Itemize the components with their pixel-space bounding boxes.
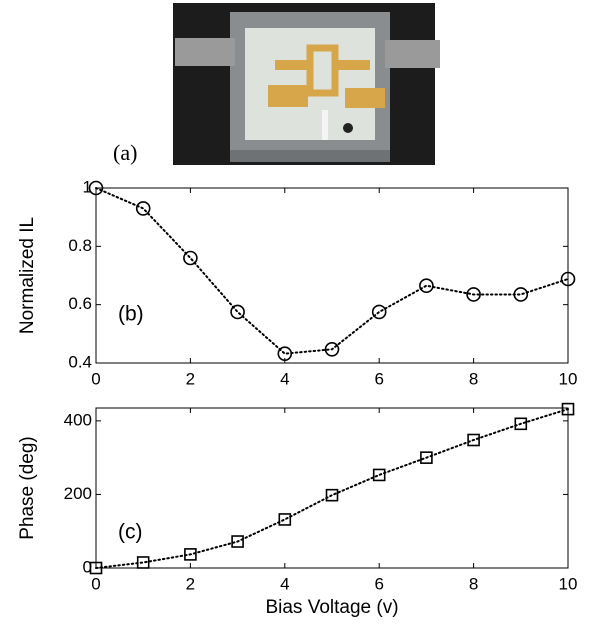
x-tick-label: 2: [186, 369, 195, 388]
x-axis-label: Bias Voltage (v): [265, 597, 398, 618]
device-photo: [173, 3, 440, 165]
marker: [135, 201, 151, 216]
marker: [184, 548, 197, 561]
y-tick-label: 0.4: [68, 352, 92, 371]
x-tick-label: 8: [469, 369, 478, 388]
marker: [371, 304, 387, 320]
x-tick-label: 10: [559, 369, 578, 388]
x-tick-label: 4: [280, 369, 289, 388]
marker: [419, 278, 434, 294]
marker: [136, 556, 150, 569]
x-tick-label: 6: [374, 369, 383, 388]
y-axis-label: Normalized IL: [17, 217, 38, 334]
annotation: (b): [118, 303, 144, 326]
annotation: (c): [118, 521, 143, 544]
y-tick-label: 1: [83, 177, 92, 196]
x-tick-label: 2: [186, 574, 195, 593]
marker: [372, 468, 386, 482]
marker: [420, 451, 433, 464]
marker: [466, 287, 481, 302]
x-tick-label: 8: [469, 574, 478, 593]
marker: [325, 488, 339, 502]
y-tick-label: 0: [83, 557, 92, 576]
marker: [513, 287, 529, 302]
marker: [277, 346, 293, 361]
marker: [324, 341, 340, 357]
panel-label: (a): [113, 140, 137, 165]
y-axis-label: Phase (deg): [17, 436, 38, 540]
x-tick-label: 0: [91, 369, 100, 388]
marker: [467, 433, 480, 447]
plot-frame: [95, 187, 569, 364]
y-tick-label: 200: [64, 484, 92, 503]
data-line: [95, 187, 569, 355]
marker: [561, 402, 575, 416]
y-tick-label: 400: [64, 410, 92, 429]
marker: [514, 417, 528, 431]
x-tick-label: 0: [91, 574, 100, 593]
x-tick-label: 4: [280, 574, 289, 593]
marker: [89, 561, 103, 575]
marker: [231, 535, 244, 548]
marker: [560, 271, 576, 287]
marker: [183, 250, 198, 266]
x-tick-label: 10: [559, 574, 578, 593]
x-tick-label: 6: [374, 574, 383, 593]
data-line: [95, 408, 569, 569]
plot-frame: [95, 407, 569, 569]
y-tick-label: 0.8: [68, 236, 92, 255]
marker: [278, 513, 292, 526]
marker: [88, 180, 104, 196]
marker: [230, 304, 245, 320]
y-tick-label: 0.6: [68, 294, 92, 313]
